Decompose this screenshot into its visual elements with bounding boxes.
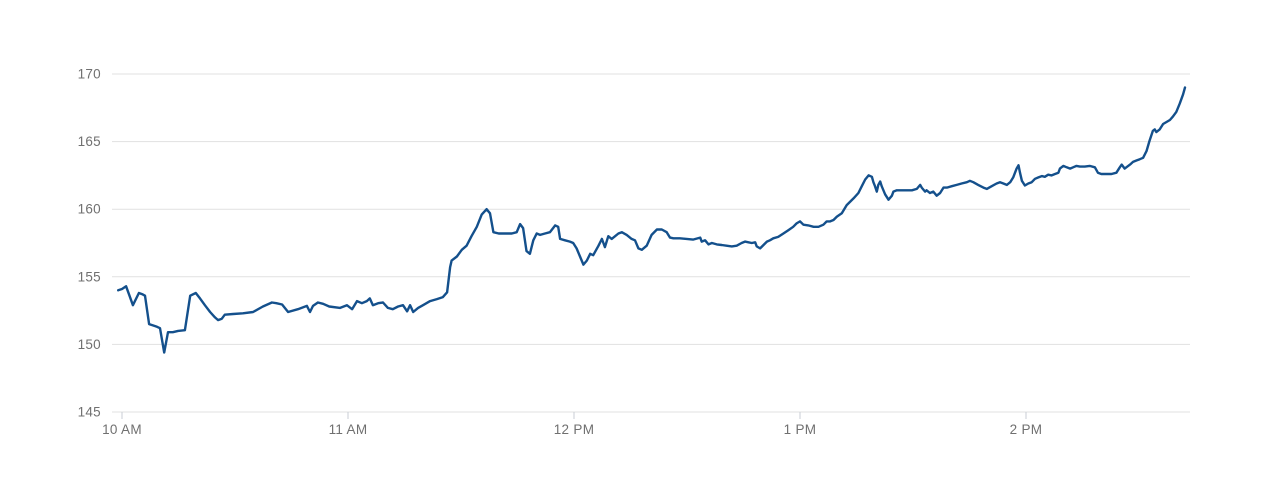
y-axis-label: 170 — [78, 67, 101, 82]
y-axis-label: 155 — [78, 269, 101, 284]
y-axis-label: 145 — [78, 405, 101, 420]
y-axis-label: 165 — [78, 134, 101, 149]
x-axis-label: 10 AM — [102, 422, 142, 437]
x-axis-label: 2 PM — [1010, 422, 1043, 437]
x-axis-label: 11 AM — [329, 422, 368, 437]
y-axis-label: 160 — [78, 202, 101, 217]
x-axis-label: 1 PM — [784, 422, 817, 437]
y-axis-label: 150 — [78, 337, 101, 352]
x-axis-label: 12 PM — [554, 422, 595, 437]
price-line-series — [117, 86, 1187, 354]
